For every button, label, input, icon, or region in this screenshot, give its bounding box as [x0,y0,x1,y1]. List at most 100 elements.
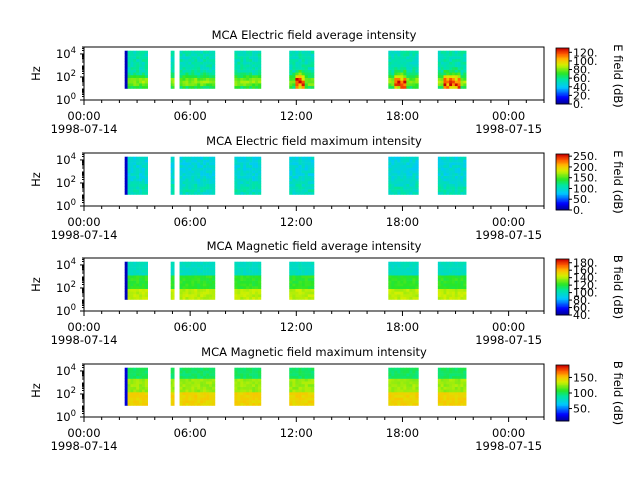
spectrogram-cell [412,375,416,379]
spectrogram-cell [388,172,392,176]
spectrogram-cell [454,296,458,300]
spectrogram-cell [139,373,143,377]
spectrogram-cell [412,283,416,287]
spectrogram-cell [136,269,140,273]
spectrogram-cell [197,162,201,166]
colorbar-segment [556,156,569,159]
spectrogram-cell [460,272,464,276]
spectrogram-cell [200,183,204,187]
spectrogram-cell [170,191,173,195]
spectrogram-cell [400,80,404,84]
spectrogram-cell [437,72,441,76]
spectrogram-cell [304,269,309,273]
spectrogram-cell [460,383,464,387]
spectrogram-cell [443,85,447,89]
spectrogram-cell [452,288,456,292]
spectrogram-cell [127,394,131,398]
spectrogram-cell [307,175,312,179]
chart-title: MCA Magnetic field maximum intensity [201,345,427,359]
spectrogram-cell [443,186,447,190]
spectrogram-cell [203,375,207,379]
spectrogram-cell [200,172,204,176]
spectrogram-cell [437,283,441,287]
colorbar-segment [556,383,569,385]
spectrogram-cell [440,288,444,292]
spectrogram-cell [452,296,456,300]
spectrogram-cell [457,296,461,300]
spectrogram-cell [289,370,293,374]
spectrogram-cell [237,53,241,57]
spectrogram-cell [289,170,293,174]
spectrogram-cell [452,373,456,377]
spectrogram-cell [310,375,315,379]
colorbar-segment [556,284,569,286]
spectrogram-cell [191,373,195,377]
spectrogram-cell [452,170,456,174]
spectrogram-cell [237,170,241,174]
spectrogram-cell [144,375,148,379]
colorbar-segment [556,299,569,302]
spectrogram-cell [415,272,419,276]
spectrogram-cell [136,383,140,387]
spectrogram-cell [203,191,207,195]
colorbar-segment [556,184,569,187]
spectrogram-cell [182,83,186,87]
spectrogram-cell [437,277,441,281]
spectrogram-cell [234,56,238,60]
spectrogram-cell [292,291,296,295]
spectrogram-cell [191,85,195,89]
spectrogram-cell [409,170,413,174]
spectrogram-cell [400,178,404,182]
spectrogram-cell [446,267,450,271]
spectrogram-cell [409,291,413,295]
spectrogram-cell [449,291,453,295]
spectrogram-cell [133,180,137,184]
spectrogram-cell [197,294,201,298]
spectrogram-cell [292,61,296,65]
spectrogram-cell [310,186,315,190]
spectrogram-cell [307,367,312,371]
spectrogram-cell [400,375,404,379]
spectrogram-cell [301,267,306,271]
spectrogram-cell [234,294,238,298]
spectrogram-cell [454,50,458,54]
spectrogram-cell [454,402,458,406]
spectrogram-cell [211,162,216,166]
spectrogram-cell [170,269,173,273]
spectrogram-cell [194,159,198,163]
spectrogram-cell [179,373,183,377]
spectrogram-cell [406,159,410,163]
spectrogram-cell [391,283,395,287]
spectrogram-cell [144,283,148,287]
spectrogram-cell [388,391,392,395]
spectrogram-cell [394,189,398,193]
colorbar-segment [556,196,569,198]
colorbar-tick-label: 40. [573,81,591,94]
spectrogram-cell [437,159,441,163]
spectrogram-cell [139,397,143,401]
spectrogram-cell [457,72,461,76]
spectrogram-cell [209,389,213,393]
spectrogram-cell [307,261,312,265]
spectrogram-cell [194,58,198,62]
spectrogram-cell [452,72,456,76]
spectrogram-cell [170,183,173,187]
spectrogram-cell [388,80,392,84]
spectrogram-cell [127,283,131,287]
spectrogram-cell [240,164,244,168]
spectrogram-cell [206,50,210,54]
spectrogram-cell [194,386,198,390]
spectrogram-cell [301,391,306,395]
spectrogram-cell [460,275,464,279]
spectrogram-cell [249,391,253,395]
spectrogram-cell [310,277,315,281]
spectrogram-cell [188,80,192,84]
spectrogram-cell [133,389,137,393]
spectrogram-cell [304,296,309,300]
spectrogram-cell [246,280,250,284]
spectrogram-cell [304,400,309,404]
spectrogram-cell [124,159,128,163]
spectrogram-cell [182,74,186,78]
spectrogram-cell [298,178,302,182]
spectrogram-cell [443,159,447,163]
